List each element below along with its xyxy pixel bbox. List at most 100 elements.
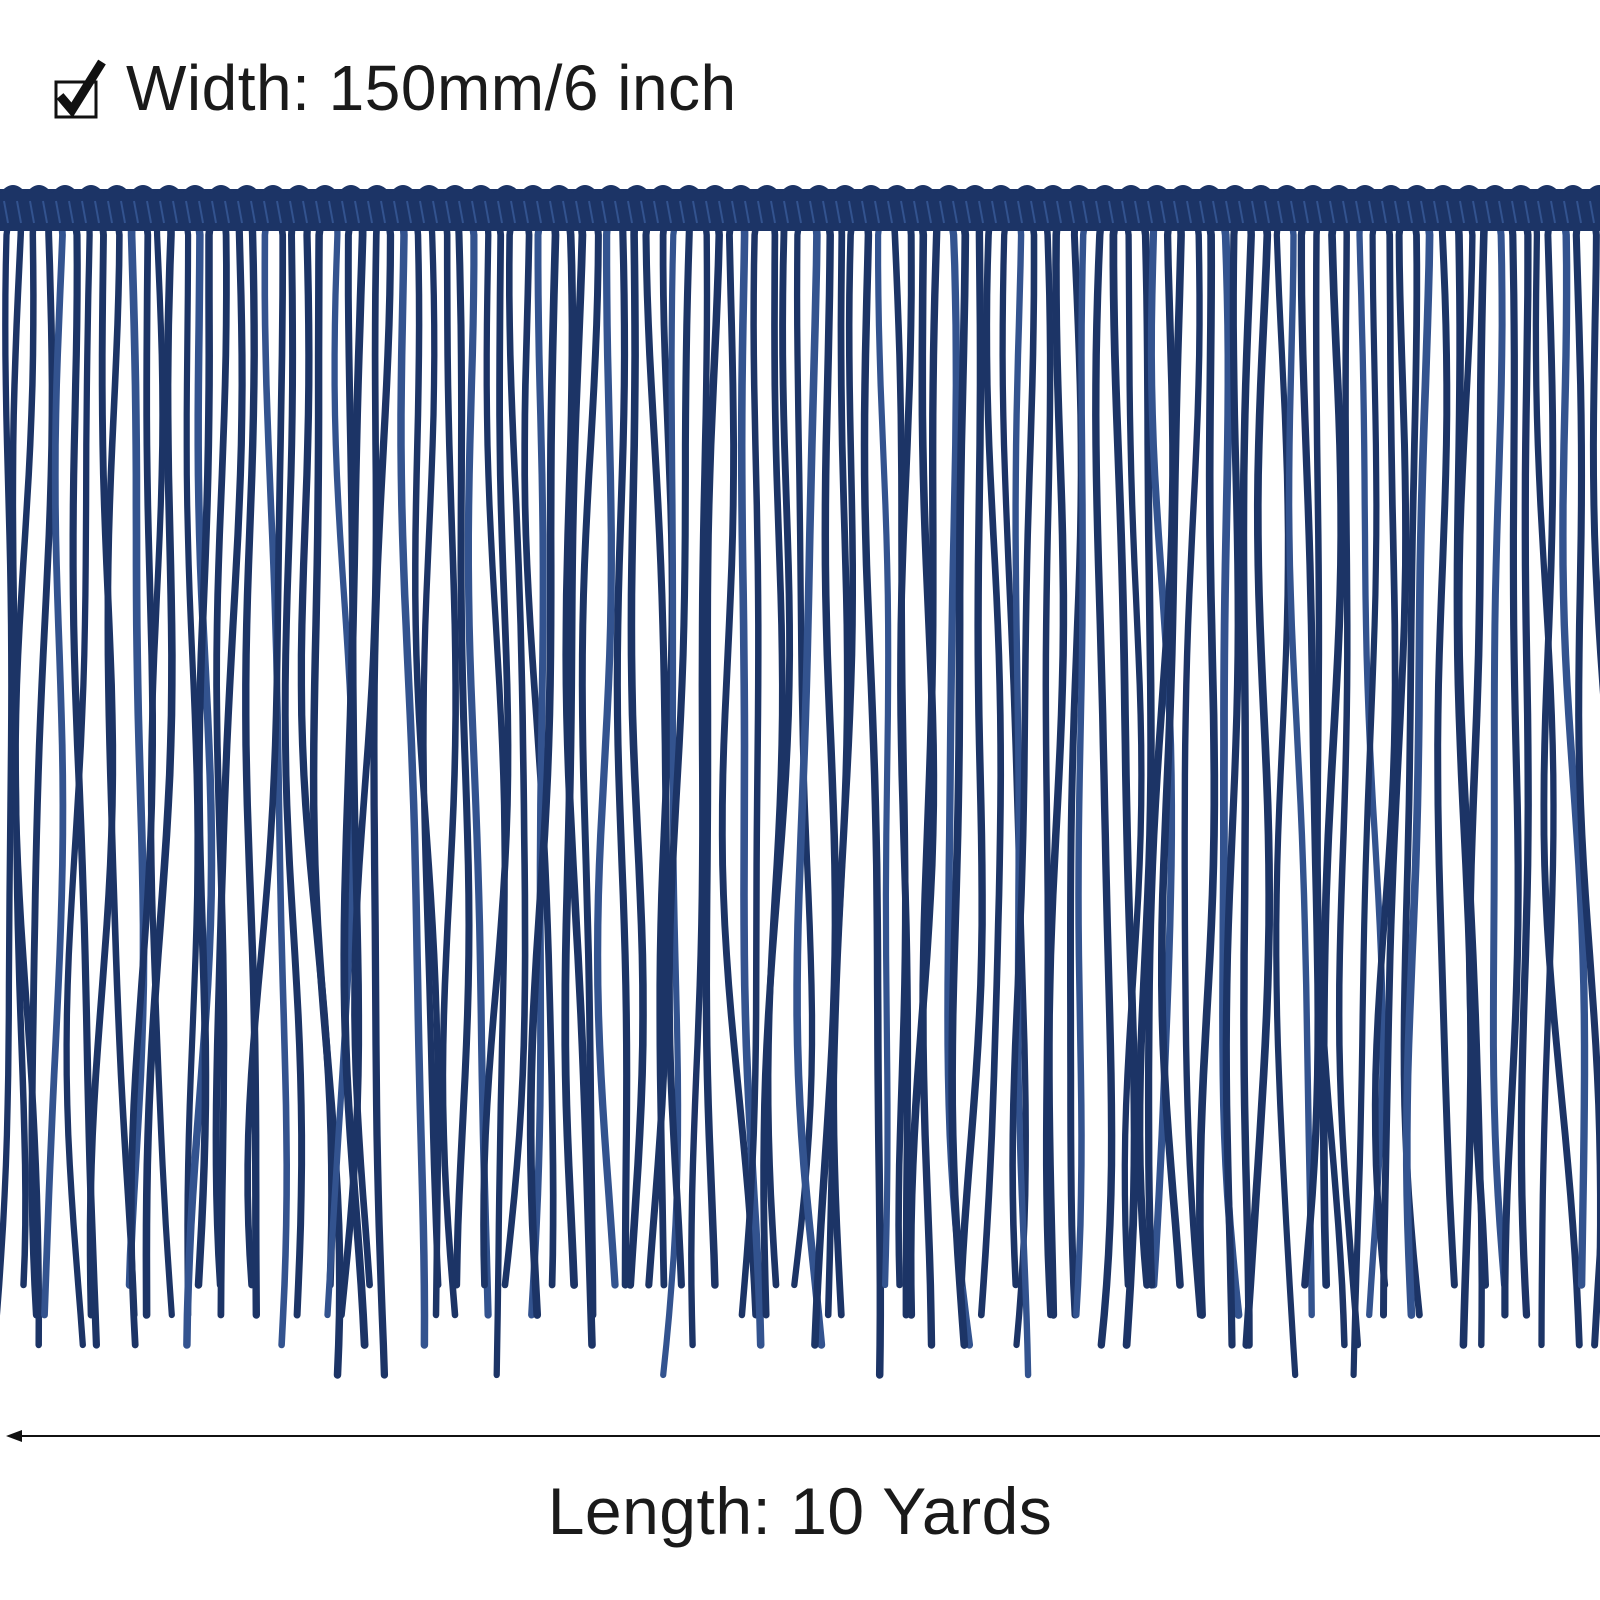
fringe-band-stitch [445,200,451,224]
fringe-strand [501,211,529,1289]
fringe-band-stitch [549,200,555,224]
fringe-strand [1532,211,1557,1349]
fringe-band-stitch [68,200,74,224]
fringe-strand [1371,211,1399,1289]
fringe-strand [453,211,473,1289]
fringe-band-stitch [1550,200,1556,224]
fringe-strand [1517,211,1532,1319]
fringe-strand [1222,211,1242,1349]
fringe-band-stitch [1485,200,1491,224]
fringe-band-stitch [887,200,893,224]
fringe-band-stitch [1316,200,1322,224]
fringe-band-stitch [315,200,321,224]
fringe-band-stitch [471,200,477,224]
fringe-band-stitch [1095,200,1101,224]
fringe-band-stitch [1407,200,1413,224]
fringe-strand [1285,211,1315,1319]
fringe-band-stitch [796,200,802,224]
fringe-strand [738,211,762,1319]
fringe-strand [340,211,369,1349]
fringe-band-stitch [588,200,594,224]
fringe-strand [142,211,176,1319]
fringe-strand [1402,211,1434,1319]
fringe-band-stitch [1498,200,1504,224]
fringe-strand [1135,211,1155,1289]
fringe-band-stitch [1329,200,1335,224]
fringe-band-stitch [16,200,22,224]
fringe-strand [1092,211,1116,1349]
fringe-band-stitch [861,200,867,224]
fringe-band-stitch [1459,200,1465,224]
fringe-band-stitch [523,200,529,224]
fringe-band-stitch [900,200,906,224]
fringe-band-stitch [198,200,204,224]
fringe-band-stitch [1303,200,1309,224]
fringe-band-stitch [614,200,620,224]
fringe-band-stitch [328,200,334,224]
fringe-band-stitch [510,200,516,224]
fringe-strand [213,211,230,1319]
fringe-strand [526,211,560,1319]
fringe-strand [244,211,287,1289]
width-spec: Width: 150mm/6 inch [54,52,737,124]
fringe-band-stitch [1212,200,1218,224]
fringe-strand [702,211,723,1289]
fringe-strand [0,211,15,1316]
fringe-band-stitch [1290,200,1296,224]
fringe-band-stitch [419,200,425,224]
fringe-strand [824,211,857,1319]
fringe-strand [1045,211,1068,1319]
fringe-band-stitch [718,200,724,224]
fringe-band-stitch [406,200,412,224]
fringe-band-stitch [731,200,737,224]
fringe-band-stitch [770,200,776,224]
fringe-band-stitch [1121,200,1127,224]
fringe-strand [957,211,986,1289]
fringe-band-stitch [484,200,490,224]
fringe-strand [1559,211,1589,1289]
fringe-band-stitch [757,200,763,224]
fringe-strand [1121,211,1145,1289]
fringe-strand [1501,211,1522,1319]
fringe-band-stitch [224,200,230,224]
fringe-band-stitch [289,200,295,224]
fringe-band-stitch [146,200,152,224]
fringe-strand [183,211,216,1349]
fringe-band-stitch [211,200,217,224]
fringe-band-stitch [1017,200,1023,224]
fringe-strand [1380,211,1410,1319]
fringe-band-stitch [172,200,178,224]
fringe-band-stitch [679,200,685,224]
fringe-strand [281,211,306,1319]
fringe-band-stitch [94,200,100,224]
fringe-band-stitch [835,200,841,224]
fringe-strand [397,211,429,1349]
fringe-band-stitch [965,200,971,224]
fringe-band-stitch [1147,200,1153,224]
fringe-band-stitch [1251,200,1257,224]
fringe-woven-band [0,185,1600,231]
fringe-band-stitch [601,200,607,224]
fringe-band-stitch [1576,200,1582,224]
fringe-strand [125,211,148,1289]
fringe-band-stitch [1589,200,1595,224]
length-dimension-line [6,1430,1600,1442]
fringe-band-stitch [354,200,360,224]
fringe-strand [718,211,760,1319]
fringe-strand [1144,211,1177,1289]
fringe-band-stitch [822,200,828,224]
fringe-band-stitch [341,200,347,224]
fringe-band-stitch [237,200,243,224]
fringe-band-stitch [55,200,61,224]
fringe-band-stitch [393,200,399,224]
fringe-strand [613,211,631,1289]
fringe-strand [1239,211,1255,1349]
fringe-band-stitch [367,200,373,224]
fringe-strand [528,211,547,1319]
fringe-strand [63,211,93,1349]
fringe-band-edge [0,185,1600,205]
fringe-strands [0,211,1600,1379]
fringe-band-stitch [1186,200,1192,224]
fringe-band-stitch [263,200,269,224]
fringe-band-stitch [133,200,139,224]
